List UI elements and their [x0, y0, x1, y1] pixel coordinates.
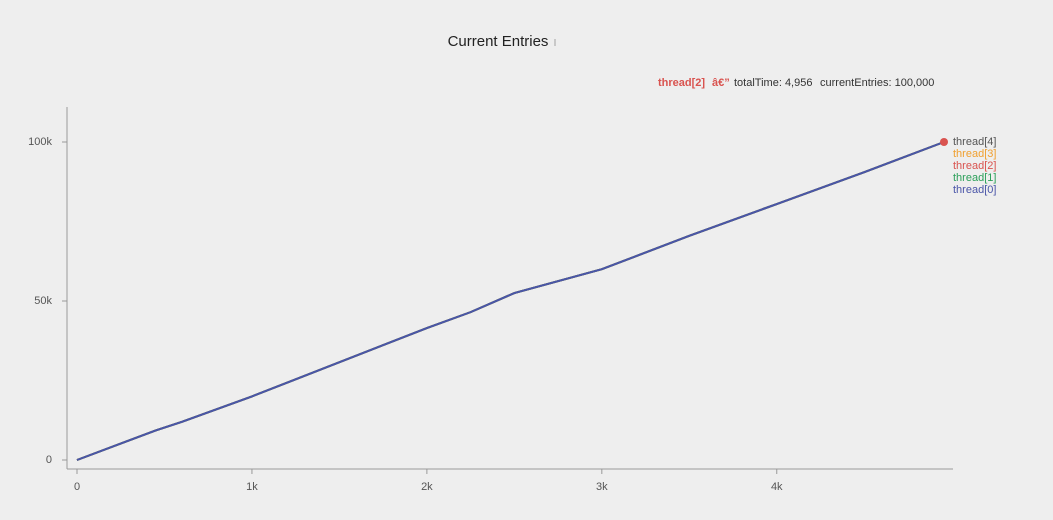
- x-tick-label: 0: [74, 481, 80, 493]
- x-tick-label: 3k: [596, 481, 608, 493]
- tooltip-separator: â€”: [712, 77, 730, 89]
- y-tick-label: 100k: [28, 136, 52, 148]
- x-tick-label: 4k: [771, 481, 783, 493]
- legend-label: thread[2]: [953, 160, 996, 172]
- series-line: [76, 141, 945, 461]
- tooltip-series: thread[2]: [658, 77, 705, 89]
- y-tick-label: 50k: [34, 295, 52, 307]
- y-tick-label: 0: [46, 454, 52, 466]
- tooltip-field: totalTime: 4,956: [734, 77, 812, 89]
- x-tick-label: 2k: [421, 481, 433, 493]
- chart-title: Current Entries: [448, 33, 549, 50]
- legend-label: thread[3]: [953, 148, 996, 160]
- tooltip-field: currentEntries: 100,000: [820, 77, 934, 89]
- highlight-point: [940, 138, 948, 146]
- x-tick-label: 1k: [246, 481, 258, 493]
- legend-label: thread[0]: [953, 184, 996, 196]
- legend-label: thread[4]: [953, 136, 996, 148]
- legend-label: thread[1]: [953, 172, 996, 184]
